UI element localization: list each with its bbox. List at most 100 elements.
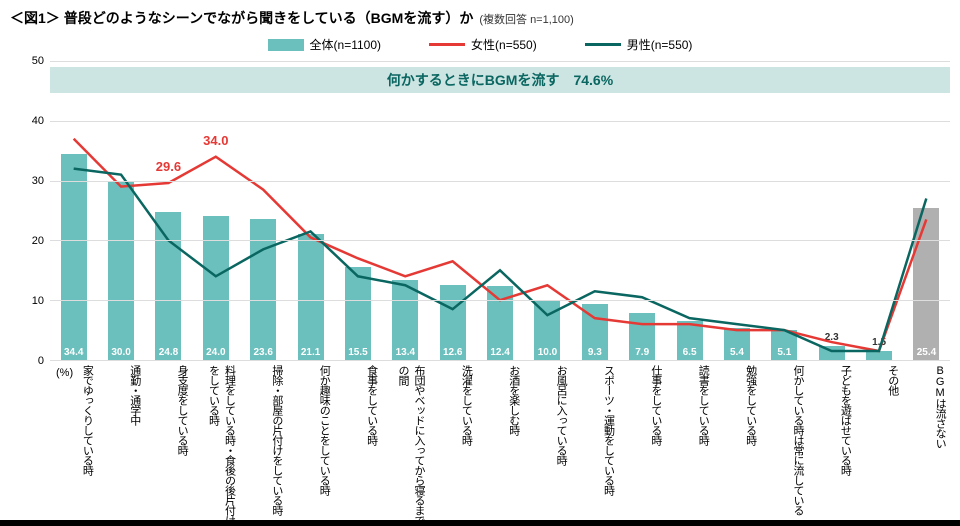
plot-area: 何かするときにBGMを流す 74.6% 34.430.024.824.023.6… — [50, 61, 950, 361]
x-axis-label: その他 — [857, 365, 900, 525]
bar-column: 30.0 — [99, 61, 142, 360]
footer-bar — [0, 520, 960, 526]
gridline — [50, 61, 950, 62]
chart-area: 01020304050 何かするときにBGMを流す 74.6% 34.430.0… — [50, 61, 950, 361]
x-axis-label: 勉強をしている時 — [715, 365, 758, 525]
gridline — [50, 360, 950, 361]
bar: 5.4 — [724, 328, 750, 360]
x-axis-label: お酒を楽しむ時 — [478, 365, 521, 525]
legend-swatch — [268, 39, 304, 51]
figure-label: ＜図1＞ — [10, 8, 60, 28]
gridline — [50, 300, 950, 301]
bar-column: 5.4 — [715, 61, 758, 360]
bar: 24.8 — [155, 212, 181, 360]
bar: 12.4 — [487, 286, 513, 360]
x-axis-labels: 家でゆっくりしている時通勤・通学中身支度をしている時料理をしている時・食後の後片… — [50, 365, 950, 525]
figure-title: 普段どのようなシーンでながら聞きをしている（BGMを流す）か — [64, 8, 474, 28]
bar: 2.3 — [819, 346, 845, 360]
y-tick: 50 — [32, 55, 44, 67]
bar-value-label: 5.4 — [724, 347, 750, 358]
bar-column: 6.5 — [668, 61, 711, 360]
bar-column: 13.4 — [384, 61, 427, 360]
bar-value-label: 1.5 — [866, 337, 892, 348]
bar: 12.6 — [440, 285, 466, 360]
x-axis-label: お風呂に入っている時 — [526, 365, 569, 525]
x-axis-label: 掃除・部屋の片付けをしている時 — [242, 365, 285, 525]
y-tick: 30 — [32, 175, 44, 187]
bar-value-label: 13.4 — [392, 347, 418, 358]
legend-item: 男性(n=550) — [585, 36, 693, 53]
bar-value-label: 5.1 — [771, 347, 797, 358]
bar-column: 15.5 — [336, 61, 379, 360]
chart-title-row: ＜図1＞ 普段どのようなシーンでながら聞きをしている（BGMを流す）か (複数回… — [0, 0, 960, 32]
x-axis-label: 身支度をしている時 — [147, 365, 190, 525]
bar-value-label: 9.3 — [582, 347, 608, 358]
bar-column: 24.0 — [194, 61, 237, 360]
bar: 25.4 — [913, 208, 939, 360]
y-tick: 0 — [38, 355, 44, 367]
bar-column: 9.3 — [573, 61, 616, 360]
x-axis-label: 読書をしている時 — [668, 365, 711, 525]
bar-value-label: 15.5 — [345, 347, 371, 358]
bar-value-label: 24.0 — [203, 347, 229, 358]
bar-column: 21.1 — [289, 61, 332, 360]
y-tick: 40 — [32, 115, 44, 127]
legend: 全体(n=1100) 女性(n=550) 男性(n=550) — [0, 32, 960, 61]
bar-column: 23.6 — [242, 61, 285, 360]
bar-value-label: 10.0 — [534, 347, 560, 358]
bar-column: 12.4 — [478, 61, 521, 360]
bar-column: 10.0 — [526, 61, 569, 360]
bar: 15.5 — [345, 267, 371, 360]
x-axis-label: 家でゆっくりしている時 — [52, 365, 95, 525]
legend-label: 男性(n=550) — [627, 36, 693, 53]
legend-item: 女性(n=550) — [429, 36, 537, 53]
bar-column: 12.6 — [431, 61, 474, 360]
x-axis-label: 食事をしている時 — [336, 365, 379, 525]
gridline — [50, 240, 950, 241]
y-axis: 01020304050 — [10, 61, 50, 361]
y-tick: 10 — [32, 295, 44, 307]
bar-column: 2.3 — [810, 61, 853, 360]
bar-value-label: 24.8 — [155, 347, 181, 358]
bar: 21.1 — [298, 234, 324, 360]
gridline — [50, 121, 950, 122]
bar-value-label: 23.6 — [250, 347, 276, 358]
bar-column: 7.9 — [621, 61, 664, 360]
bar: 9.3 — [582, 304, 608, 360]
bar-value-label: 34.4 — [61, 347, 87, 358]
x-axis-label: 布団やベッドに入ってから寝るまでの間 — [384, 365, 427, 525]
bar: 13.4 — [392, 280, 418, 360]
bar-column: 5.1 — [763, 61, 806, 360]
bar: 5.1 — [771, 330, 797, 360]
x-axis-label: 仕事をしている時 — [621, 365, 664, 525]
callout-label: 29.6 — [156, 159, 181, 174]
x-axis-label: 通勤・通学中 — [99, 365, 142, 525]
legend-swatch — [585, 43, 621, 46]
x-axis-label: 何か趣味のことをしている時 — [289, 365, 332, 525]
bars-container: 34.4 30.0 24.8 24.0 23.6 21.1 15.5 13.4 12.6 12.4… — [50, 61, 950, 360]
bar-value-label: 12.6 — [440, 347, 466, 358]
bar-column: 24.8 — [147, 61, 190, 360]
x-axis-label: 料理をしている時・食後の後片付けをしている時 — [194, 365, 237, 525]
bar: 6.5 — [677, 321, 703, 360]
bar-value-label: 6.5 — [677, 347, 703, 358]
bar-value-label: 7.9 — [629, 347, 655, 358]
bar: 30.0 — [108, 181, 134, 360]
bar-value-label: 2.3 — [819, 332, 845, 343]
bar-column: 1.5 — [857, 61, 900, 360]
gridline — [50, 181, 950, 182]
bar-value-label: 21.1 — [298, 347, 324, 358]
bar: 1.5 — [866, 351, 892, 360]
legend-item: 全体(n=1100) — [268, 36, 381, 53]
bar: 7.9 — [629, 313, 655, 360]
x-axis-label: 洗濯をしている時 — [431, 365, 474, 525]
x-axis-label: 子どもを遊ばせている時 — [810, 365, 853, 525]
legend-swatch — [429, 43, 465, 46]
x-axis-label: スポーツ・運動をしている時 — [573, 365, 616, 525]
y-tick: 20 — [32, 235, 44, 247]
x-axis-label: 何かしている時は常に流している — [763, 365, 806, 525]
bar-column: 25.4 — [905, 61, 948, 360]
bar-value-label: 12.4 — [487, 347, 513, 358]
figure-subtitle: (複数回答 n=1,100) — [479, 11, 573, 27]
legend-label: 全体(n=1100) — [310, 36, 381, 53]
